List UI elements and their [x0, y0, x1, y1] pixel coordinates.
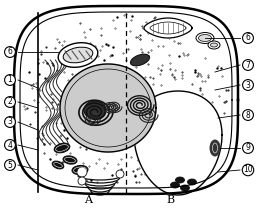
- Circle shape: [78, 177, 86, 185]
- Text: 3: 3: [7, 117, 12, 126]
- Polygon shape: [14, 6, 238, 194]
- Text: 6: 6: [7, 47, 12, 56]
- Text: 1: 1: [8, 75, 12, 84]
- Ellipse shape: [58, 43, 98, 67]
- Text: 5: 5: [7, 161, 12, 169]
- Ellipse shape: [84, 101, 106, 119]
- Ellipse shape: [52, 161, 64, 169]
- Polygon shape: [134, 91, 222, 195]
- Ellipse shape: [131, 54, 150, 66]
- Ellipse shape: [196, 33, 214, 43]
- Ellipse shape: [210, 140, 220, 156]
- Text: 2: 2: [8, 98, 12, 107]
- Ellipse shape: [208, 41, 220, 49]
- Polygon shape: [60, 64, 156, 152]
- Ellipse shape: [198, 34, 212, 42]
- Ellipse shape: [171, 182, 180, 188]
- Circle shape: [77, 167, 87, 177]
- Ellipse shape: [63, 156, 77, 164]
- Text: B: B: [166, 195, 174, 205]
- Ellipse shape: [211, 43, 217, 47]
- Polygon shape: [144, 18, 192, 38]
- Ellipse shape: [72, 166, 88, 175]
- Text: 4: 4: [7, 140, 12, 149]
- Text: 10: 10: [243, 166, 253, 175]
- Text: 9: 9: [246, 144, 251, 153]
- Text: A: A: [84, 195, 92, 205]
- Text: 8: 8: [246, 111, 250, 120]
- Text: 6: 6: [246, 33, 251, 42]
- Text: 7: 7: [246, 60, 251, 70]
- Ellipse shape: [54, 143, 70, 153]
- Circle shape: [116, 170, 124, 178]
- Ellipse shape: [63, 47, 93, 63]
- Ellipse shape: [175, 177, 184, 183]
- Ellipse shape: [181, 185, 189, 191]
- Text: 3: 3: [246, 80, 251, 89]
- Ellipse shape: [188, 179, 197, 185]
